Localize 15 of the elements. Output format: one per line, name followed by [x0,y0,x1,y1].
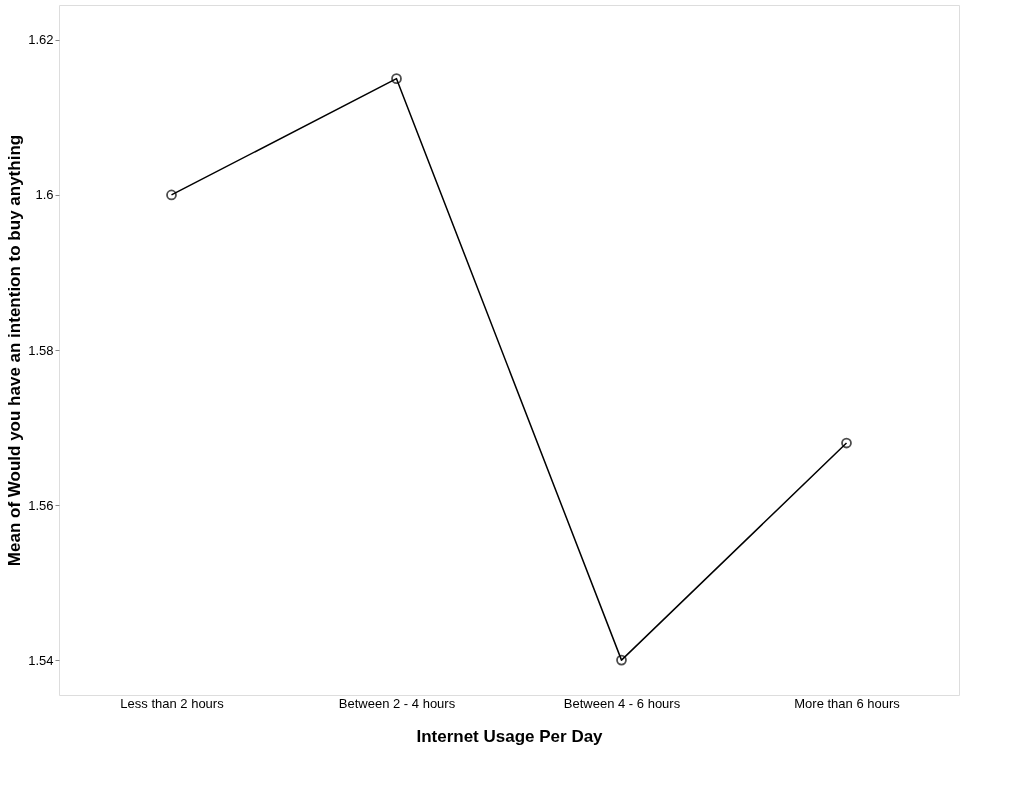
x-tick-label: Between 2 - 4 hours [338,695,456,711]
y-tick-label: 1.56 [28,497,54,513]
x-tick-label: Between 4 - 6 hours [563,695,681,711]
y-axis-title: Mean of Would you have an intention to buy anything [5,134,25,567]
y-tick-label: 1.58 [28,342,54,358]
x-axis-title: Internet Usage Per Day [416,726,604,746]
y-tick-label: 1.62 [28,32,54,48]
x-tick-label: More than 6 hours [794,695,901,711]
x-tick-label: Less than 2 hours [120,695,225,711]
point [841,437,852,449]
point [391,73,402,85]
point [166,189,177,201]
y-tick-label: 1.6 [35,187,54,203]
y-tick-label: 1.54 [28,652,54,668]
point [616,654,627,666]
